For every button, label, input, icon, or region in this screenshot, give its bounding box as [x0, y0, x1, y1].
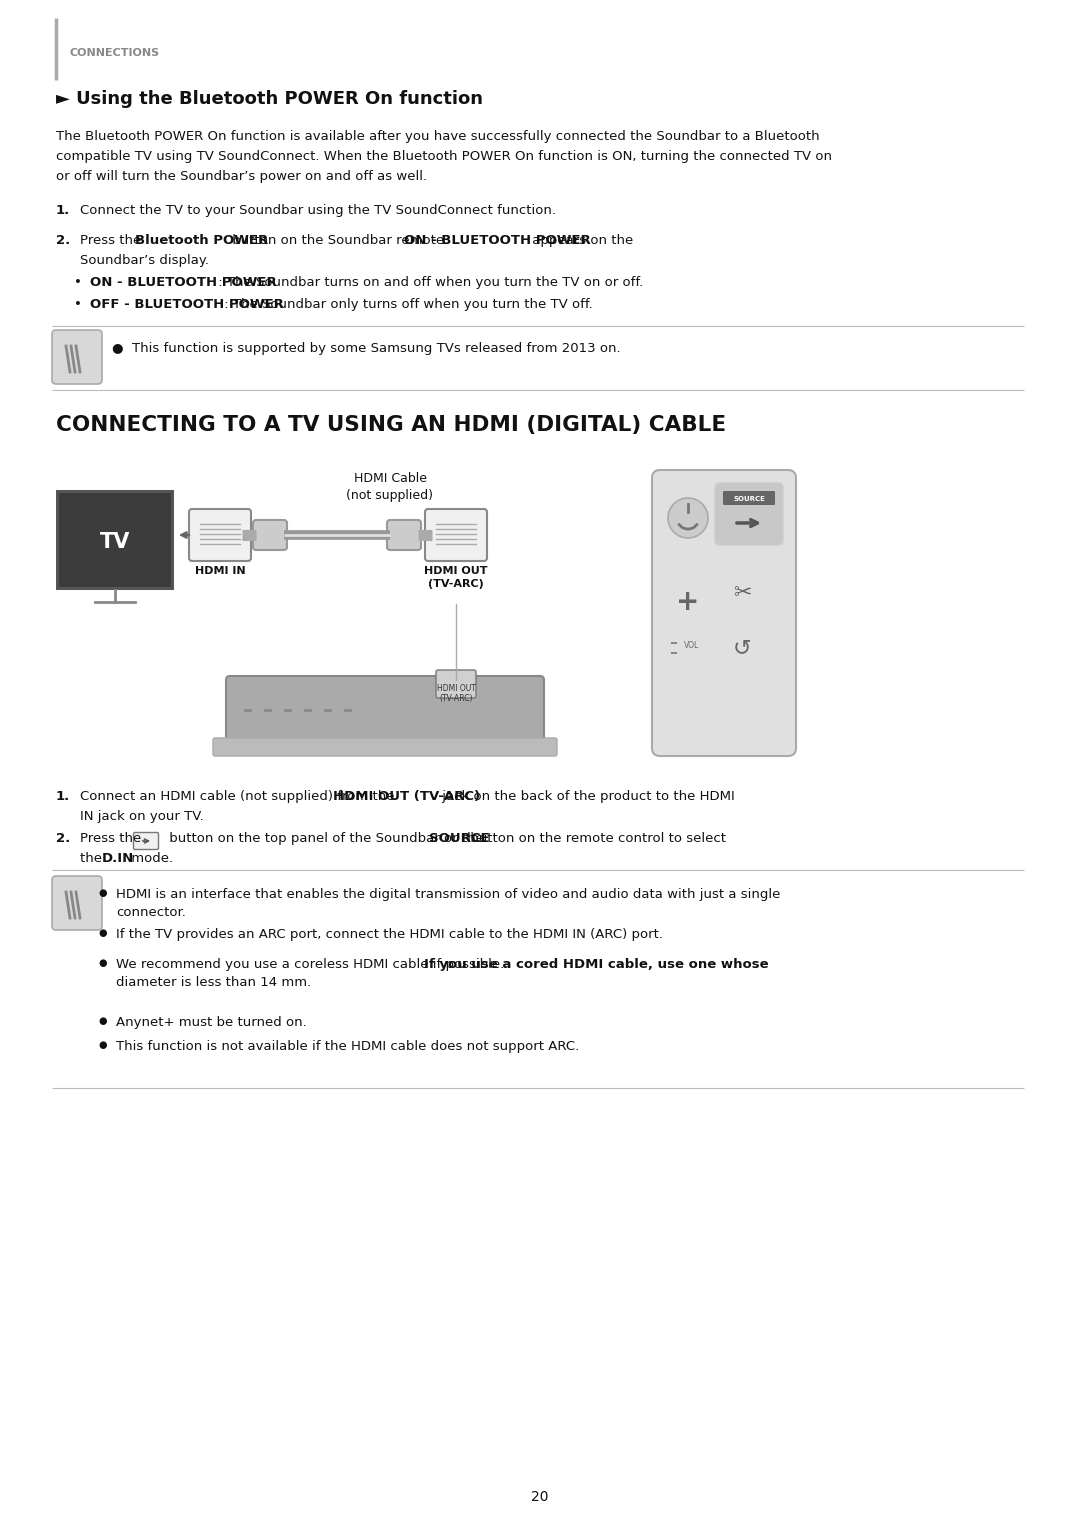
Text: If the TV provides an ARC port, connect the HDMI cable to the HDMI IN (ARC) port: If the TV provides an ARC port, connect … [116, 928, 663, 941]
Text: This function is not available if the HDMI cable does not support ARC.: This function is not available if the HD… [116, 1040, 579, 1052]
Text: ●: ● [98, 889, 107, 898]
Text: : The Soundbar only turns off when you turn the TV off.: : The Soundbar only turns off when you t… [220, 299, 593, 311]
FancyBboxPatch shape [56, 490, 174, 590]
Text: HDMI OUT
(TV-ARC): HDMI OUT (TV-ARC) [436, 683, 475, 703]
Text: HDMI OUT
(TV-ARC): HDMI OUT (TV-ARC) [424, 565, 488, 590]
FancyBboxPatch shape [52, 876, 102, 930]
Text: ●  This function is supported by some Samsung TVs released from 2013 on.: ● This function is supported by some Sam… [112, 342, 621, 355]
Text: VOL: VOL [684, 640, 699, 650]
Text: ON - BLUETOOTH POWER: ON - BLUETOOTH POWER [404, 234, 591, 247]
Text: 1.: 1. [56, 791, 70, 803]
Text: ↺: ↺ [732, 637, 752, 659]
Text: Press the: Press the [80, 832, 146, 846]
Text: ●: ● [98, 1016, 107, 1026]
Text: button on the remote control to select: button on the remote control to select [467, 832, 726, 846]
Text: ✂: ✂ [732, 584, 752, 604]
Text: TV: TV [99, 532, 131, 552]
Circle shape [669, 498, 708, 538]
Text: appears on the: appears on the [528, 234, 633, 247]
FancyBboxPatch shape [436, 669, 476, 699]
Text: If you use a cored HDMI cable, use one whose: If you use a cored HDMI cable, use one w… [424, 958, 769, 971]
FancyBboxPatch shape [226, 676, 544, 745]
Text: Anynet+ must be turned on.: Anynet+ must be turned on. [116, 1016, 307, 1030]
Text: Bluetooth POWER: Bluetooth POWER [135, 234, 268, 247]
Text: Connect an HDMI cable (not supplied) from the: Connect an HDMI cable (not supplied) fro… [80, 791, 399, 803]
Text: OFF - BLUETOOTH POWER: OFF - BLUETOOTH POWER [90, 299, 284, 311]
FancyBboxPatch shape [59, 493, 171, 587]
Text: IN jack on your TV.: IN jack on your TV. [80, 810, 204, 823]
Text: Connect the TV to your Soundbar using the TV SoundConnect function.: Connect the TV to your Soundbar using th… [80, 204, 556, 218]
Text: 1.: 1. [56, 204, 70, 218]
Text: ► Using the Bluetooth POWER On function: ► Using the Bluetooth POWER On function [56, 90, 483, 107]
Text: Press the: Press the [80, 234, 146, 247]
FancyBboxPatch shape [213, 738, 557, 755]
Text: button on the Soundbar remote.: button on the Soundbar remote. [228, 234, 453, 247]
Text: : The Soundbar turns on and off when you turn the TV on or off.: : The Soundbar turns on and off when you… [214, 276, 644, 290]
Text: CONNECTING TO A TV USING AN HDMI (DIGITAL) CABLE: CONNECTING TO A TV USING AN HDMI (DIGITA… [56, 415, 726, 435]
FancyBboxPatch shape [253, 519, 287, 550]
Text: •: • [75, 276, 82, 290]
Text: jack on the back of the product to the HDMI: jack on the back of the product to the H… [438, 791, 735, 803]
Text: ●: ● [98, 958, 107, 968]
FancyBboxPatch shape [189, 509, 251, 561]
Text: D.IN: D.IN [102, 852, 134, 866]
FancyBboxPatch shape [715, 483, 783, 545]
FancyBboxPatch shape [52, 329, 102, 385]
Text: SOURCE: SOURCE [733, 496, 765, 502]
Text: ON - BLUETOOTH POWER: ON - BLUETOOTH POWER [90, 276, 276, 290]
Text: button on the top panel of the Soundbar or the: button on the top panel of the Soundbar … [165, 832, 488, 846]
Text: ●: ● [98, 928, 107, 938]
Text: or off will turn the Soundbar’s power on and off as well.: or off will turn the Soundbar’s power on… [56, 170, 427, 182]
Text: Soundbar’s display.: Soundbar’s display. [80, 254, 210, 267]
Text: 2.: 2. [56, 832, 70, 846]
FancyBboxPatch shape [134, 832, 159, 850]
Text: 2.: 2. [56, 234, 70, 247]
Text: the: the [80, 852, 106, 866]
Text: We recommend you use a coreless HDMI cable if possible.: We recommend you use a coreless HDMI cab… [116, 958, 509, 971]
Text: •: • [75, 299, 82, 311]
FancyBboxPatch shape [426, 509, 487, 561]
FancyBboxPatch shape [652, 470, 796, 755]
Text: HDMI is an interface that enables the digital transmission of video and audio da: HDMI is an interface that enables the di… [116, 889, 781, 901]
Text: HDMI Cable
(not supplied): HDMI Cable (not supplied) [347, 472, 433, 502]
Text: The Bluetooth POWER On function is available after you have successfully connect: The Bluetooth POWER On function is avail… [56, 130, 820, 142]
Text: CONNECTIONS: CONNECTIONS [70, 47, 160, 58]
Text: ●: ● [98, 1040, 107, 1049]
Text: diameter is less than 14 mm.: diameter is less than 14 mm. [116, 976, 311, 990]
Text: 20: 20 [531, 1491, 549, 1504]
Text: connector.: connector. [116, 905, 186, 919]
Text: HDMI IN: HDMI IN [194, 565, 245, 576]
Text: SOURCE: SOURCE [429, 832, 489, 846]
Text: HDMI OUT (TV-ARC): HDMI OUT (TV-ARC) [333, 791, 481, 803]
FancyBboxPatch shape [723, 490, 775, 506]
Text: compatible TV using TV SoundConnect. When the Bluetooth POWER On function is ON,: compatible TV using TV SoundConnect. Whe… [56, 150, 832, 162]
FancyBboxPatch shape [387, 519, 421, 550]
Text: mode.: mode. [126, 852, 173, 866]
Text: +: + [676, 588, 700, 616]
